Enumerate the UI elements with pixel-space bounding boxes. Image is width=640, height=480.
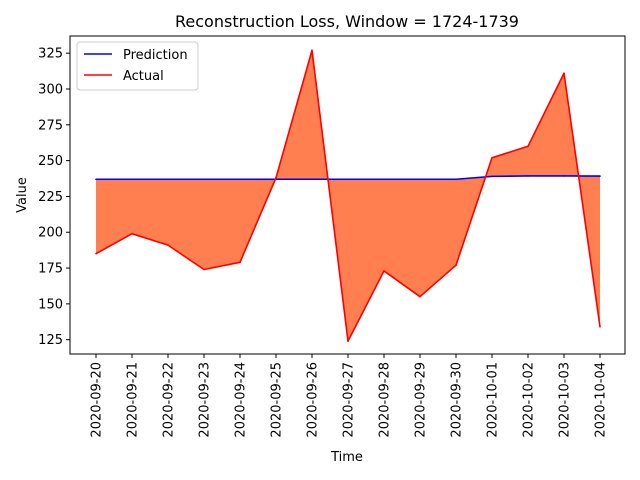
y-axis-label: Value [15, 177, 30, 213]
point-actual-2020-09-24 [239, 261, 241, 264]
point-actual-2020-10-02 [527, 145, 529, 148]
point-actual-2020-09-27 [347, 340, 349, 342]
y-tick-label: 175 [38, 262, 63, 277]
point-actual-2020-09-22 [167, 244, 169, 246]
series-lines [95, 49, 601, 342]
x-axis: 2020-09-20 2020-09-21 2020-09-22 2020-09-23… [90, 354, 609, 438]
point-actual-2020-09-30 [455, 264, 457, 266]
point-prediction-2020-10-01 [491, 175, 493, 178]
legend: Prediction Actual [76, 41, 199, 91]
x-tick-label: 2020-10-01 [486, 362, 501, 438]
x-tick-label: 2020-09-27 [342, 362, 357, 438]
point-actual-2020-10-01 [491, 156, 493, 159]
point-actual-2020-09-23 [203, 268, 205, 271]
fill-between-area [96, 50, 600, 342]
loss-fill-area [96, 50, 600, 342]
y-tick-label: 225 [38, 190, 63, 205]
y-tick-label: 300 [38, 83, 63, 98]
x-tick-label: 2020-09-21 [126, 362, 141, 438]
point-actual-2020-09-20 [95, 252, 97, 255]
x-tick-label: 2020-09-30 [450, 362, 465, 438]
y-axis: 125 150 175 200 225 250 275 300 325 [38, 47, 70, 348]
y-tick-label: 200 [38, 226, 63, 241]
y-tick-label: 150 [38, 297, 63, 312]
point-prediction-2020-09-21 [131, 178, 133, 181]
x-tick-label: 2020-09-24 [234, 362, 249, 438]
point-prediction-2020-09-28 [383, 178, 385, 181]
chart-title: Reconstruction Loss, Window = 1724-1739 [175, 12, 519, 31]
point-actual-2020-09-26 [311, 49, 313, 52]
point-actual-2020-09-28 [383, 270, 385, 272]
point-actual-2020-09-25 [275, 177, 277, 179]
y-tick-label: 125 [38, 333, 63, 348]
x-tick-label: 2020-09-29 [414, 362, 429, 438]
point-prediction-2020-09-24 [239, 178, 241, 181]
x-tick-label: 2020-09-20 [90, 362, 105, 438]
point-prediction-2020-10-03 [563, 175, 565, 177]
x-tick-label: 2020-09-22 [162, 362, 177, 438]
point-actual-2020-10-03 [563, 72, 565, 75]
point-prediction-2020-10-02 [527, 175, 529, 177]
legend-label-prediction: Prediction [123, 48, 188, 63]
point-prediction-2020-09-29 [419, 178, 421, 181]
y-tick-label: 250 [38, 154, 63, 169]
point-prediction-2020-09-23 [203, 178, 205, 181]
x-tick-label: 2020-10-02 [522, 362, 537, 438]
point-prediction-2020-09-27 [347, 178, 349, 181]
y-tick-label: 275 [38, 118, 63, 133]
x-tick-label: 2020-10-03 [558, 362, 573, 438]
point-actual-2020-09-29 [419, 295, 421, 298]
legend-label-actual: Actual [123, 69, 164, 84]
x-tick-label: 2020-10-04 [594, 362, 609, 438]
x-tick-label: 2020-09-23 [198, 362, 213, 438]
y-tick-label: 325 [38, 47, 63, 62]
point-prediction-2020-09-30 [455, 178, 457, 181]
point-prediction-2020-09-22 [167, 178, 169, 181]
x-tick-label: 2020-09-25 [270, 362, 285, 438]
point-prediction-2020-09-20 [95, 178, 97, 181]
point-prediction-2020-09-26 [311, 178, 313, 181]
x-axis-label: Time [330, 450, 363, 465]
x-tick-label: 2020-09-28 [378, 362, 393, 438]
x-tick-label: 2020-09-26 [306, 362, 321, 438]
point-prediction-2020-10-04 [599, 175, 601, 177]
point-actual-2020-10-04 [599, 325, 601, 328]
point-actual-2020-09-21 [131, 232, 133, 235]
